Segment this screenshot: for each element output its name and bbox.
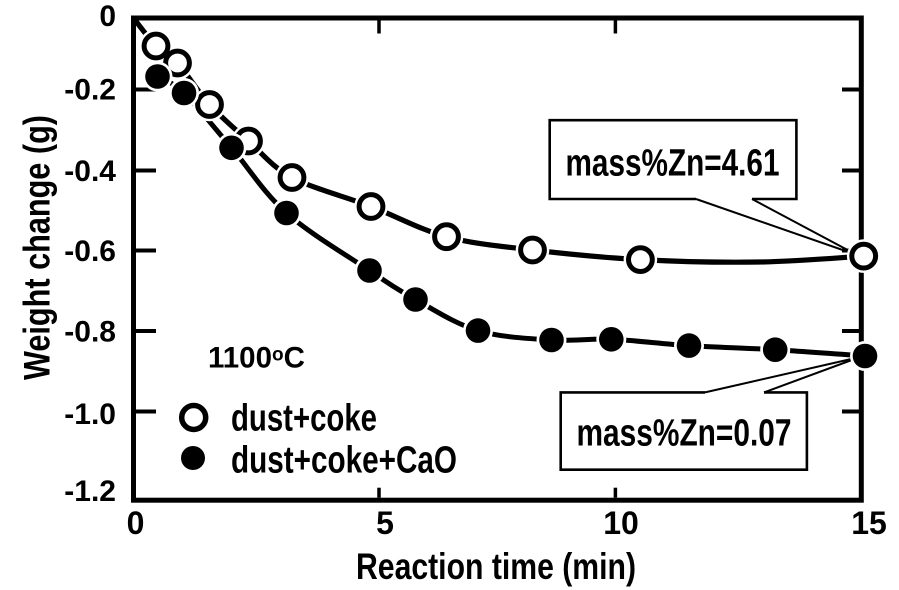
svg-text:0: 0 [127,505,145,541]
svg-text:1100oC: 1100oC [208,342,305,375]
svg-text:-0.2: -0.2 [64,74,116,107]
svg-text:-1.2: -1.2 [64,475,116,508]
svg-text:Reaction time (min): Reaction time (min) [356,546,636,587]
svg-text:-1.0: -1.0 [64,398,116,431]
svg-text:dust+coke: dust+coke [231,398,377,440]
svg-text:-0.6: -0.6 [64,235,116,268]
svg-text:5: 5 [376,505,394,541]
svg-text:-0.4: -0.4 [64,155,116,188]
svg-text:10: 10 [603,505,639,541]
svg-text:-0.8: -0.8 [64,316,116,349]
svg-text:mass%Zn=0.07: mass%Zn=0.07 [577,413,792,455]
svg-text:Weight change (g): Weight change (g) [17,115,58,380]
svg-text:dust+coke+CaO: dust+coke+CaO [231,440,457,482]
svg-text:15: 15 [851,505,887,541]
svg-text:mass%Zn=4.61: mass%Zn=4.61 [566,143,780,185]
svg-text:0: 0 [99,0,116,33]
